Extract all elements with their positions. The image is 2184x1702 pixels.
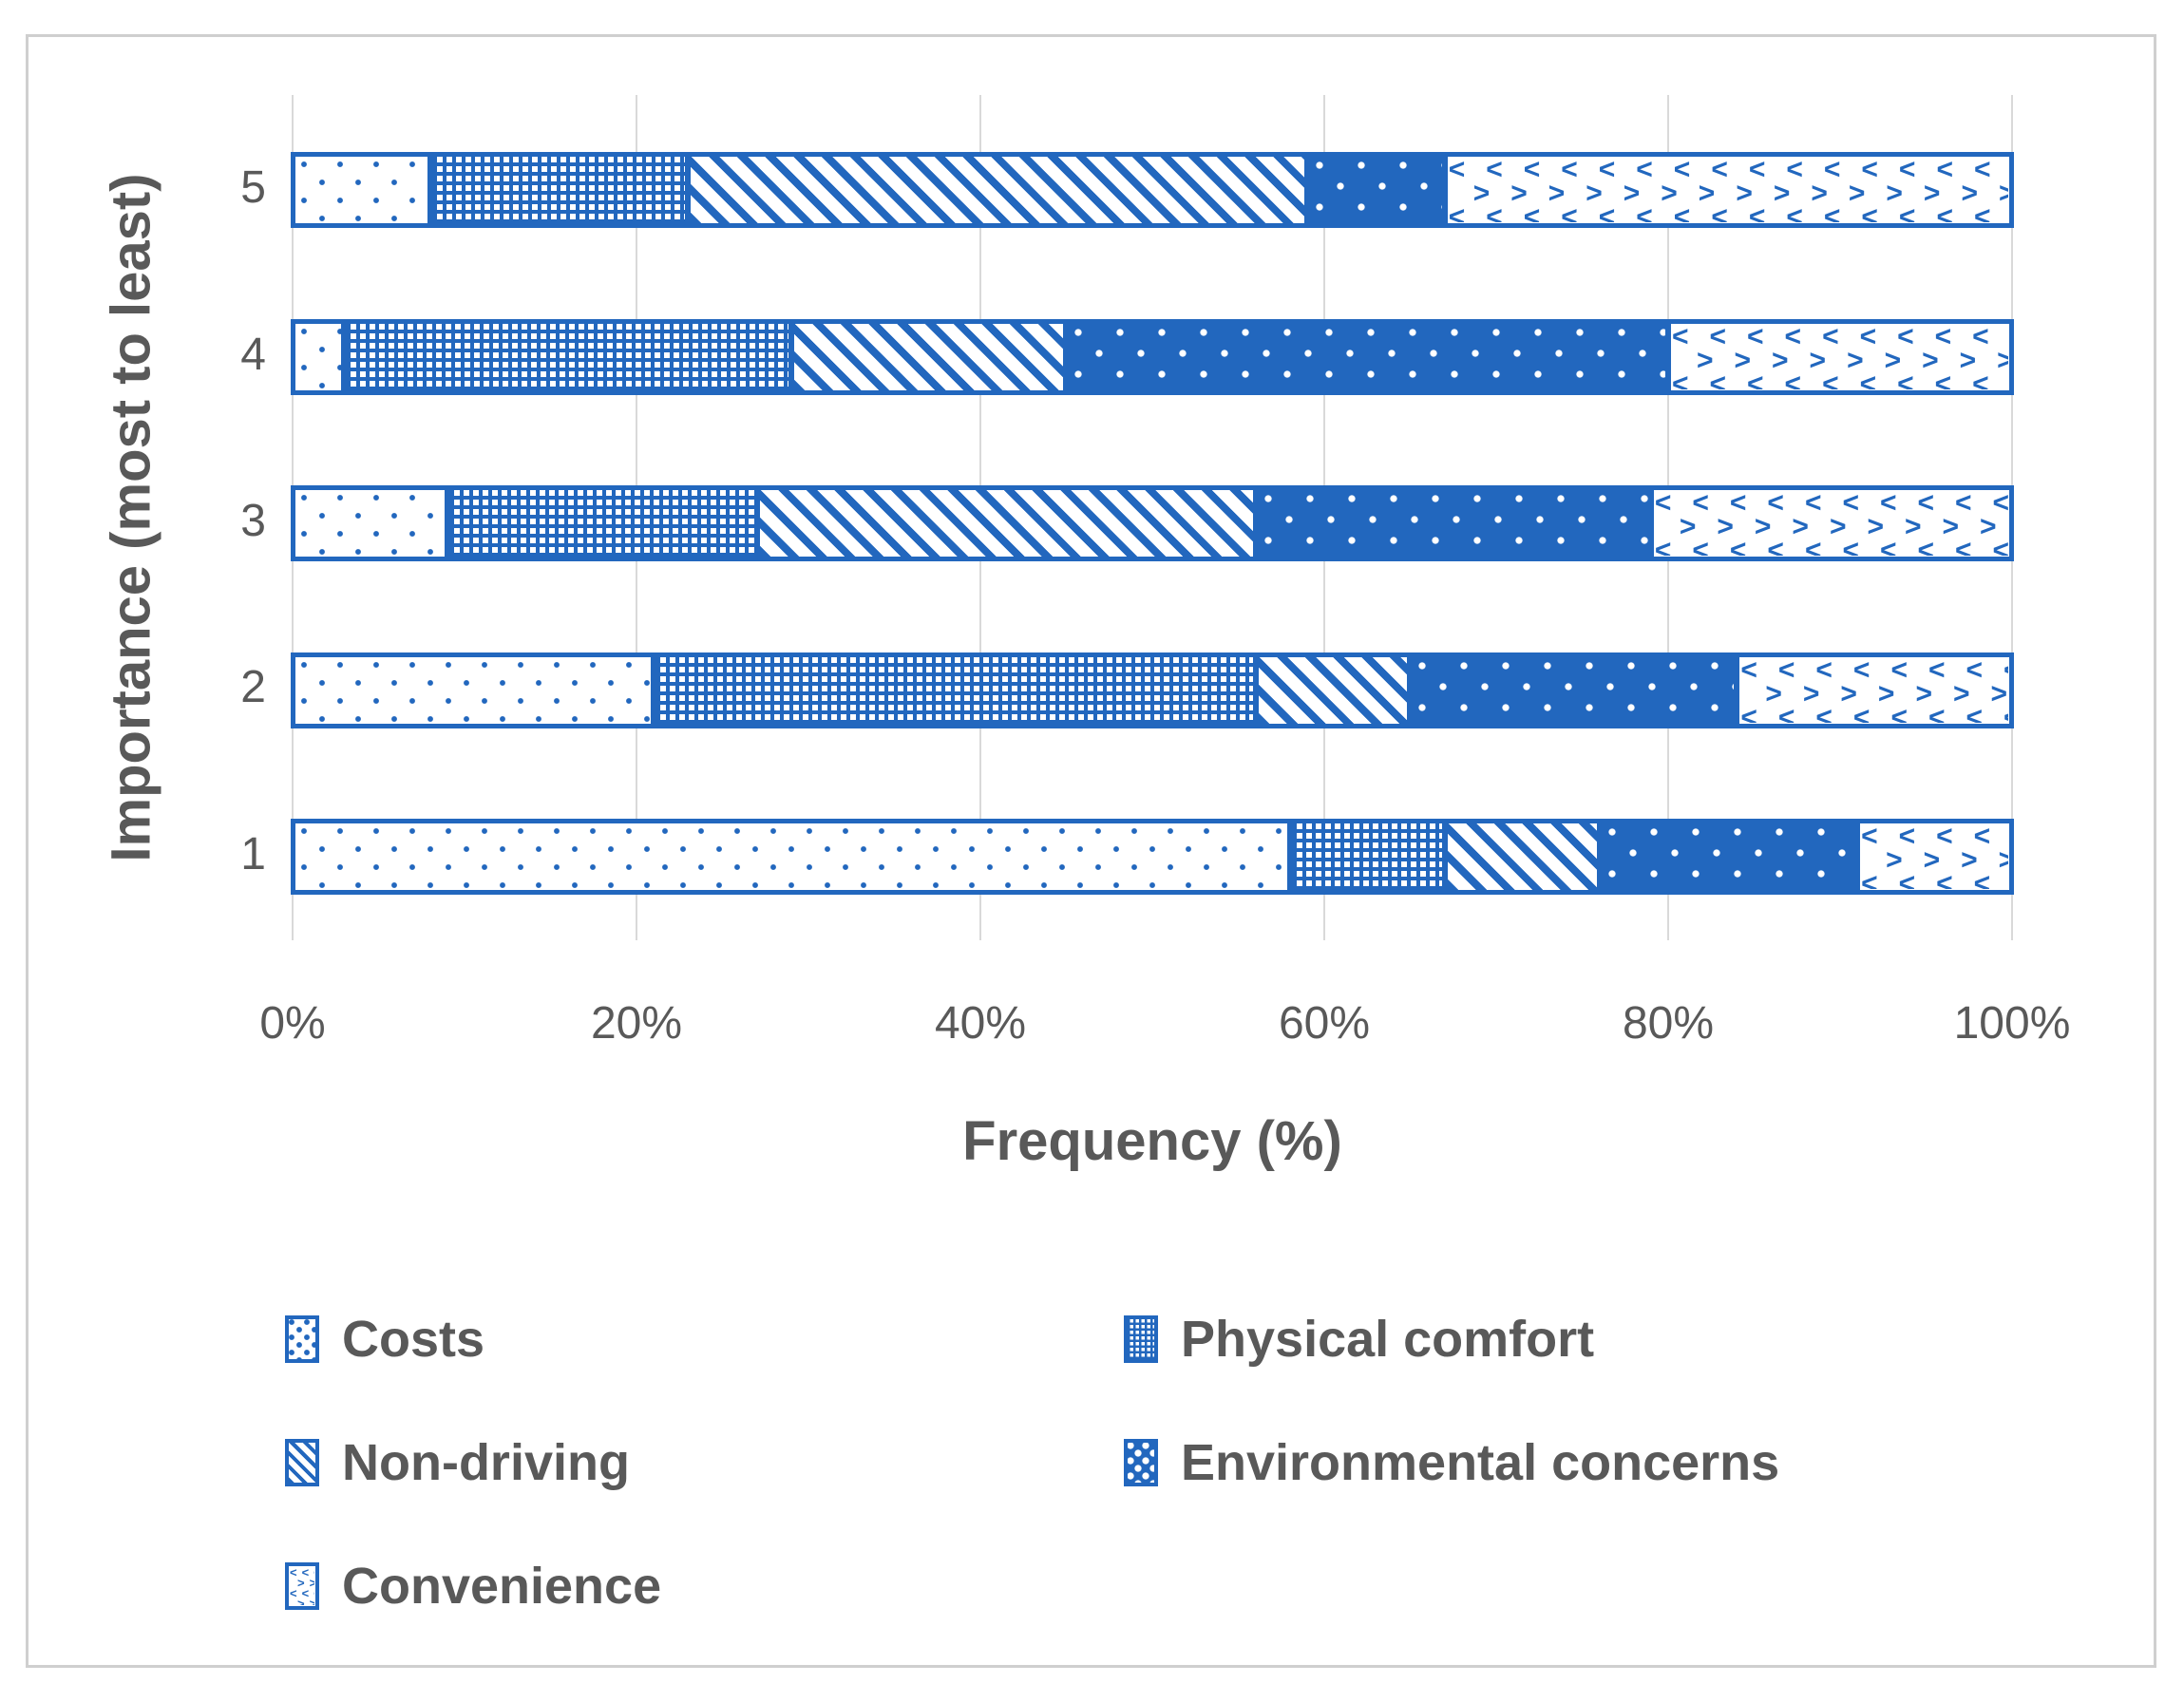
chevron-pattern: <<<<<<<<<<<<<<<<<<<<<<<<<<<<<<<<<<<<<<<<… xyxy=(1448,158,2008,222)
legend-item-non-driving: Non-driving xyxy=(285,1436,630,1489)
bar-segment-costs xyxy=(293,154,430,226)
legend-item-convenience: <<<<<<<<<<<<<<<<<<<<<<<<<<<<<<>>>>>>>>>>… xyxy=(285,1560,661,1613)
y-tick-label-2: 2 xyxy=(240,662,266,712)
bar-segment-costs xyxy=(293,821,1290,893)
legend-item-physical-comfort: Physical comfort xyxy=(1124,1313,1594,1366)
legend-label: Convenience xyxy=(342,1558,662,1615)
bar-segment-non-driving xyxy=(688,154,1307,226)
x-tick-label-80: 80% xyxy=(1622,998,1715,1049)
bar-row-importance-3: <<<<<<<<<<<<<<<<<<<<<<<<<<<<<<<<<<<<<<<<… xyxy=(291,485,2014,561)
legend-label: Non-driving xyxy=(342,1434,630,1491)
plot-area: <<<<<<<<<<<<<<<<<<<<<<<<<<<<<<<<<<<<<<<<… xyxy=(291,95,2014,940)
legend-label: Costs xyxy=(342,1311,485,1368)
y-tick-label-3: 3 xyxy=(240,496,266,546)
bar-row-importance-5: <<<<<<<<<<<<<<<<<<<<<<<<<<<<<<<<<<<<<<<<… xyxy=(291,152,2014,228)
bar-segment-physical-comfort xyxy=(429,154,689,226)
bar-segment-costs xyxy=(293,321,345,393)
bar-segment-convenience: <<<<<<<<<<<<<<<<<<<<<<<<<<<<<<<<<<<<<<<<… xyxy=(1444,154,2012,226)
bar-segment-convenience: <<<<<<<<<<<<<<<<<<<<<<<<<<<<<<<<<<<<<<<<… xyxy=(1737,654,2012,727)
bar-segment-environmental-concerns xyxy=(1255,487,1651,559)
bar-segment-non-driving xyxy=(1255,654,1411,727)
chevron-pattern: <<<<<<<<<<<<<<<<<<<<<<<<<<<<<<>>>>>>>>>>… xyxy=(290,1567,314,1605)
bar-segment-convenience: <<<<<<<<<<<<<<<<<<<<<<<<<<<<<<<<<<<<<<<<… xyxy=(1667,321,2012,393)
x-tick-label-0: 0% xyxy=(259,998,326,1049)
bar-row-importance-2: <<<<<<<<<<<<<<<<<<<<<<<<<<<<<<<<<<<<<<<<… xyxy=(291,652,2014,728)
y-tick-label-1: 1 xyxy=(240,829,266,879)
bar-segment-convenience: <<<<<<<<<<<<<<<<<<<<<<<<<<<<<<<<<<<<<<<<… xyxy=(1650,487,2012,559)
bar-segment-environmental-concerns xyxy=(1066,321,1668,393)
bar-segment-convenience: <<<<<<<<<<<<<<<<<<<<<<<<<<<<<<<<<<<<<<<<… xyxy=(1857,821,2012,893)
bar-segment-non-driving xyxy=(756,487,1256,559)
bar-segment-costs xyxy=(293,654,655,727)
bar-segment-costs xyxy=(293,487,447,559)
bar-segment-non-driving xyxy=(1444,821,1600,893)
x-tick-label-60: 60% xyxy=(1278,998,1371,1049)
legend-swatch-convenience: <<<<<<<<<<<<<<<<<<<<<<<<<<<<<<>>>>>>>>>>… xyxy=(285,1562,319,1610)
bar-segment-environmental-concerns xyxy=(1410,654,1738,727)
bar-segment-environmental-concerns xyxy=(1599,821,1858,893)
legend-swatch-costs xyxy=(285,1315,319,1363)
x-tick-label-40: 40% xyxy=(934,998,1027,1049)
legend-swatch-non-driving xyxy=(285,1439,319,1486)
y-tick-label-5: 5 xyxy=(240,162,266,213)
y-tick-label-4: 4 xyxy=(240,330,266,380)
legend-item-costs: Costs xyxy=(285,1313,484,1366)
chevron-pattern: <<<<<<<<<<<<<<<<<<<<<<<<<<<<<<<<<<<<<<<<… xyxy=(1654,491,2008,556)
chevron-pattern: <<<<<<<<<<<<<<<<<<<<<<<<<<<<<<<<<<<<<<<<… xyxy=(1861,824,2008,889)
bar-segment-non-driving xyxy=(790,321,1067,393)
legend-item-environmental-concerns: Environmental concerns xyxy=(1124,1436,1779,1489)
x-tick-label-20: 20% xyxy=(590,998,683,1049)
x-axis-title: Frequency (%) xyxy=(962,1110,1342,1172)
legend-label: Environmental concerns xyxy=(1181,1434,1780,1491)
chevron-pattern: <<<<<<<<<<<<<<<<<<<<<<<<<<<<<<<<<<<<<<<<… xyxy=(1671,325,2008,389)
x-tick-label-100: 100% xyxy=(1953,998,2071,1049)
bar-segment-environmental-concerns xyxy=(1306,154,1445,226)
bar-segment-physical-comfort xyxy=(654,654,1256,727)
legend-label: Physical comfort xyxy=(1181,1311,1595,1368)
bar-segment-physical-comfort xyxy=(446,487,757,559)
legend-swatch-environmental-concerns xyxy=(1124,1439,1158,1486)
bar-segment-physical-comfort xyxy=(344,321,791,393)
legend-swatch-physical-comfort xyxy=(1124,1315,1158,1363)
bar-row-importance-1: <<<<<<<<<<<<<<<<<<<<<<<<<<<<<<<<<<<<<<<<… xyxy=(291,819,2014,895)
bar-segment-physical-comfort xyxy=(1289,821,1445,893)
chevron-pattern: <<<<<<<<<<<<<<<<<<<<<<<<<<<<<<<<<<<<<<<<… xyxy=(1740,658,2008,723)
bar-row-importance-4: <<<<<<<<<<<<<<<<<<<<<<<<<<<<<<<<<<<<<<<<… xyxy=(291,319,2014,395)
